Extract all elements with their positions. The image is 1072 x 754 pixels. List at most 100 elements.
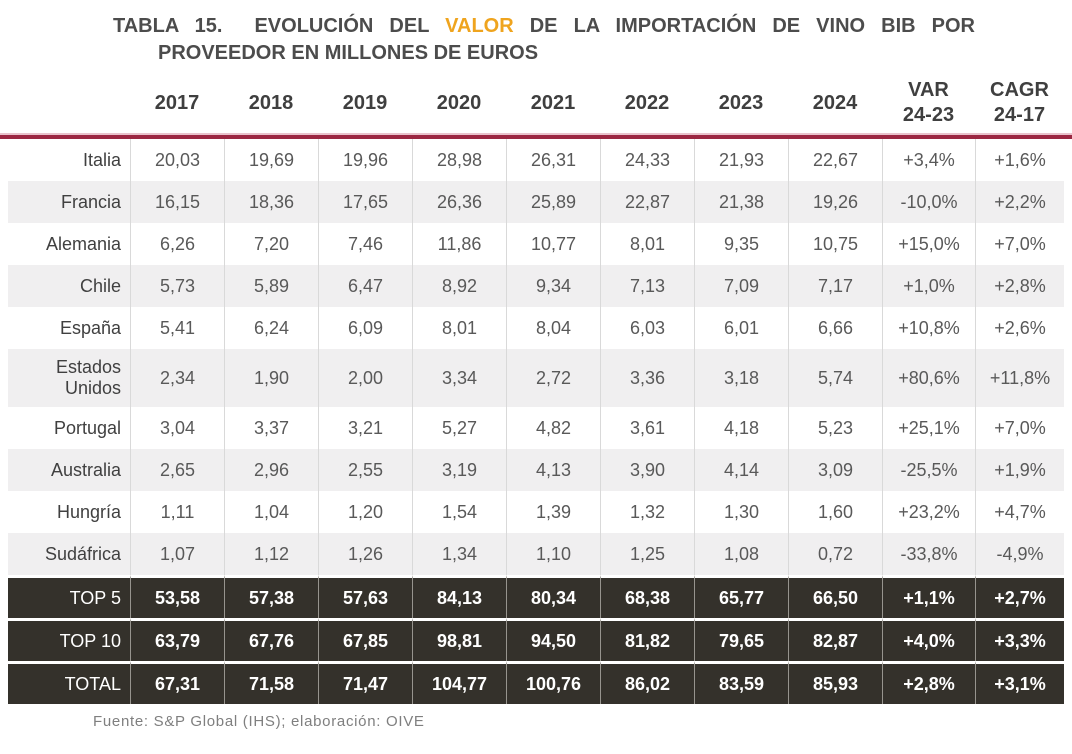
- value-cell: 3,37: [224, 407, 318, 449]
- var-header-label: VAR: [908, 79, 949, 101]
- title-line-1: TABLA 15. EVOLUCIÓN DEL VALOR DE LA IMPO…: [113, 13, 975, 40]
- value-cell: 85,93: [788, 661, 882, 704]
- cagr-cell: +2,8%: [975, 265, 1064, 307]
- value-cell: 8,01: [412, 307, 506, 349]
- value-cell: 6,26: [130, 223, 224, 265]
- var-cell: -25,5%: [882, 449, 975, 491]
- year-header-2021: 2021: [530, 91, 576, 114]
- value-cell: 17,65: [318, 181, 412, 223]
- value-cell: 1,12: [224, 533, 318, 575]
- value-cell: 2,34: [130, 349, 224, 407]
- value-cell: 5,41: [130, 307, 224, 349]
- value-cell: 80,34: [506, 575, 600, 618]
- title-text-after: DE LA IMPORTACIÓN DE VINO BIB POR: [529, 15, 975, 37]
- cagr-cell: -4,9%: [975, 533, 1064, 575]
- value-cell: 21,38: [694, 181, 788, 223]
- country-row: Chile 5,73 5,89 6,47 8,92 9,34 7,13 7,09 7,17 +1,…: [8, 265, 1064, 307]
- value-cell: 3,36: [600, 349, 694, 407]
- value-cell: 20,03: [130, 139, 224, 181]
- var-cell: +80,6%: [882, 349, 975, 407]
- cagr-cell: +1,6%: [975, 139, 1064, 181]
- row-label: España: [59, 317, 121, 338]
- value-cell: 8,01: [600, 223, 694, 265]
- cagr-cell: +2,6%: [975, 307, 1064, 349]
- value-cell: 3,04: [130, 407, 224, 449]
- value-cell: 6,03: [600, 307, 694, 349]
- value-cell: 19,96: [318, 139, 412, 181]
- data-table: Italia 20,03 19,69 19,96 28,98 26,31 24,33 21,9…: [8, 139, 1064, 704]
- value-cell: 2,65: [130, 449, 224, 491]
- country-row: Alemania 6,26 7,20 7,46 11,86 10,77 8,01 9,35 10…: [8, 223, 1064, 265]
- year-header-2022: 2022: [624, 91, 670, 114]
- cagr-cell: +2,7%: [975, 575, 1064, 618]
- var-cell: +1,0%: [882, 265, 975, 307]
- summary-row: TOTAL 67,31 71,58 71,47 104,77 100,76 86,02 83,…: [8, 661, 1064, 704]
- value-cell: 1,60: [788, 491, 882, 533]
- value-cell: 65,77: [694, 575, 788, 618]
- year-header-2023: 2023: [718, 91, 764, 114]
- value-cell: 26,31: [506, 139, 600, 181]
- var-header: VAR 24-23: [882, 73, 975, 133]
- value-cell: 83,59: [694, 661, 788, 704]
- cagr-header-sub: 24-17: [993, 104, 1046, 126]
- value-cell: 3,61: [600, 407, 694, 449]
- year-header-2018: 2018: [248, 91, 294, 114]
- value-cell: 2,72: [506, 349, 600, 407]
- country-row: España 5,41 6,24 6,09 8,01 8,04 6,03 6,01 6,66 +1…: [8, 307, 1064, 349]
- title-text-before: EVOLUCIÓN DEL: [254, 15, 430, 37]
- country-row: Sudáfrica 1,07 1,12 1,26 1,34 1,10 1,25 1,08 0,7…: [8, 533, 1064, 575]
- row-label: TOP 10: [8, 618, 130, 661]
- value-cell: 6,09: [318, 307, 412, 349]
- value-cell: 7,13: [600, 265, 694, 307]
- value-cell: 3,18: [694, 349, 788, 407]
- value-cell: 82,87: [788, 618, 882, 661]
- row-label: Italia: [82, 149, 121, 170]
- title-highlight-valor: VALOR: [445, 15, 514, 37]
- cagr-cell: +7,0%: [975, 407, 1064, 449]
- table-title: TABLA 15. EVOLUCIÓN DEL VALOR DE LA IMPO…: [113, 13, 975, 67]
- value-cell: 3,19: [412, 449, 506, 491]
- cagr-cell: +1,9%: [975, 449, 1064, 491]
- header-label-spacer: [8, 73, 130, 133]
- value-cell: 57,63: [318, 575, 412, 618]
- value-cell: 86,02: [600, 661, 694, 704]
- value-cell: 21,93: [694, 139, 788, 181]
- cagr-header: CAGR 24-17: [975, 73, 1064, 133]
- country-row: Australia 2,65 2,96 2,55 3,19 4,13 3,90 4,14 3,0…: [8, 449, 1064, 491]
- value-cell: 0,72: [788, 533, 882, 575]
- value-cell: 7,46: [318, 223, 412, 265]
- value-cell: 2,96: [224, 449, 318, 491]
- var-cell: +23,2%: [882, 491, 975, 533]
- value-cell: 53,58: [130, 575, 224, 618]
- value-cell: 3,90: [600, 449, 694, 491]
- value-cell: 100,76: [506, 661, 600, 704]
- page: TABLA 15. EVOLUCIÓN DEL VALOR DE LA IMPO…: [0, 13, 1072, 730]
- var-cell: +25,1%: [882, 407, 975, 449]
- row-label: Hungría: [56, 501, 121, 522]
- year-header-2020: 2020: [436, 91, 482, 114]
- row-label: Francia: [60, 191, 121, 212]
- country-row: Francia 16,15 18,36 17,65 26,36 25,89 22,87 21,…: [8, 181, 1064, 223]
- value-cell: 8,92: [412, 265, 506, 307]
- value-cell: 4,14: [694, 449, 788, 491]
- value-cell: 84,13: [412, 575, 506, 618]
- value-cell: 3,34: [412, 349, 506, 407]
- value-cell: 9,35: [694, 223, 788, 265]
- value-cell: 104,77: [412, 661, 506, 704]
- country-row: Italia 20,03 19,69 19,96 28,98 26,31 24,33 21,9…: [8, 139, 1064, 181]
- row-label: Portugal: [53, 417, 121, 438]
- value-cell: 4,82: [506, 407, 600, 449]
- value-cell: 3,09: [788, 449, 882, 491]
- var-cell: +3,4%: [882, 139, 975, 181]
- value-cell: 4,18: [694, 407, 788, 449]
- value-cell: 18,36: [224, 181, 318, 223]
- value-cell: 28,98: [412, 139, 506, 181]
- value-cell: 5,27: [412, 407, 506, 449]
- value-cell: 81,82: [600, 618, 694, 661]
- value-cell: 5,89: [224, 265, 318, 307]
- table-body: Italia 20,03 19,69 19,96 28,98 26,31 24,33 21,9…: [8, 139, 1064, 704]
- header-table: 2017 2018 2019 2020 2021 2022 2023 2024 …: [8, 73, 1064, 133]
- value-cell: 19,69: [224, 139, 318, 181]
- title-prefix: TABLA 15.: [113, 15, 223, 37]
- value-cell: 7,09: [694, 265, 788, 307]
